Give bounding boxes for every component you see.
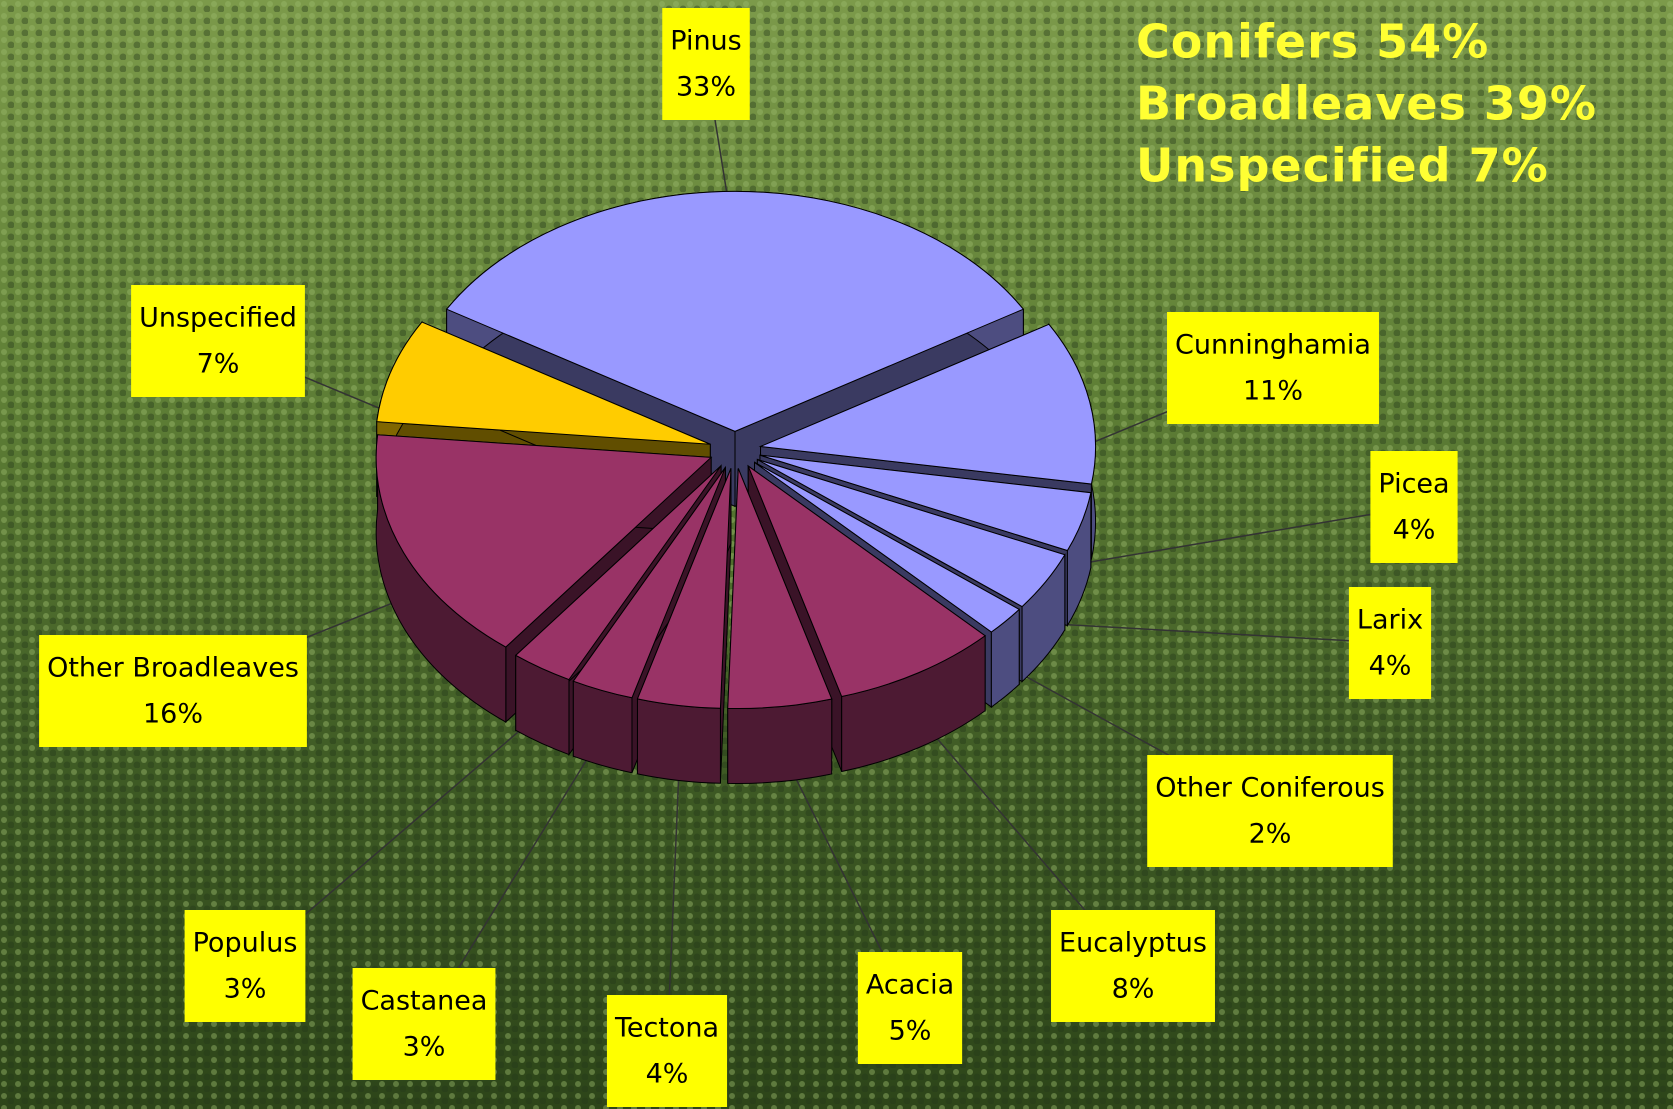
label-value: 16% bbox=[143, 699, 203, 730]
data-label: Larix 4% bbox=[1349, 587, 1431, 699]
data-label: Eucalyptus 8% bbox=[1051, 910, 1215, 1022]
label-category: Other Coniferous bbox=[1155, 773, 1385, 804]
label-category: Castanea bbox=[361, 986, 488, 1017]
data-label: Unspecified 7% bbox=[131, 285, 305, 397]
annotation: Conifers 54% bbox=[1136, 15, 1489, 69]
label-category: Larix bbox=[1357, 605, 1423, 636]
label-category: Cunninghamia bbox=[1175, 330, 1371, 361]
label-value: 4% bbox=[1369, 651, 1412, 682]
label-category: Unspecified bbox=[139, 303, 297, 334]
annotation: Unspecified 7% bbox=[1136, 139, 1549, 193]
label-value: 3% bbox=[224, 974, 267, 1005]
data-label: Pinus 33% bbox=[662, 8, 749, 120]
pie bbox=[376, 191, 1095, 783]
label-value: 4% bbox=[646, 1059, 689, 1090]
label-category: Eucalyptus bbox=[1059, 928, 1207, 959]
label-category: Acacia bbox=[866, 970, 954, 1001]
label-value: 3% bbox=[403, 1032, 446, 1063]
label-category: Populus bbox=[193, 928, 298, 959]
slice-side bbox=[637, 699, 720, 783]
label-category: Tectona bbox=[614, 1013, 719, 1044]
data-label: Cunninghamia 11% bbox=[1167, 312, 1379, 424]
annotation: Broadleaves 39% bbox=[1136, 77, 1597, 131]
data-label: Picea 4% bbox=[1370, 451, 1457, 563]
slice-side bbox=[728, 699, 832, 784]
chart: Pinus 33% Cunninghamia 11% Picea 4% Larix 4% Oth… bbox=[0, 0, 1673, 1109]
data-label: Castanea 3% bbox=[353, 968, 496, 1080]
data-label: Tectona 4% bbox=[607, 995, 727, 1107]
label-value: 7% bbox=[197, 349, 240, 380]
label-category: Pinus bbox=[670, 26, 741, 57]
label-value: 11% bbox=[1243, 376, 1303, 407]
label-category: Picea bbox=[1378, 469, 1449, 500]
data-label: Other Coniferous 2% bbox=[1147, 755, 1393, 867]
data-label: Acacia 5% bbox=[858, 952, 962, 1064]
data-label: Other Broadleaves 16% bbox=[39, 635, 307, 747]
label-value: 8% bbox=[1112, 974, 1155, 1005]
label-value: 2% bbox=[1249, 819, 1292, 850]
label-value: 4% bbox=[1393, 515, 1436, 546]
label-value: 5% bbox=[889, 1016, 932, 1047]
label-value: 33% bbox=[676, 72, 736, 103]
data-label: Populus 3% bbox=[185, 910, 306, 1022]
label-category: Other Broadleaves bbox=[47, 653, 299, 684]
